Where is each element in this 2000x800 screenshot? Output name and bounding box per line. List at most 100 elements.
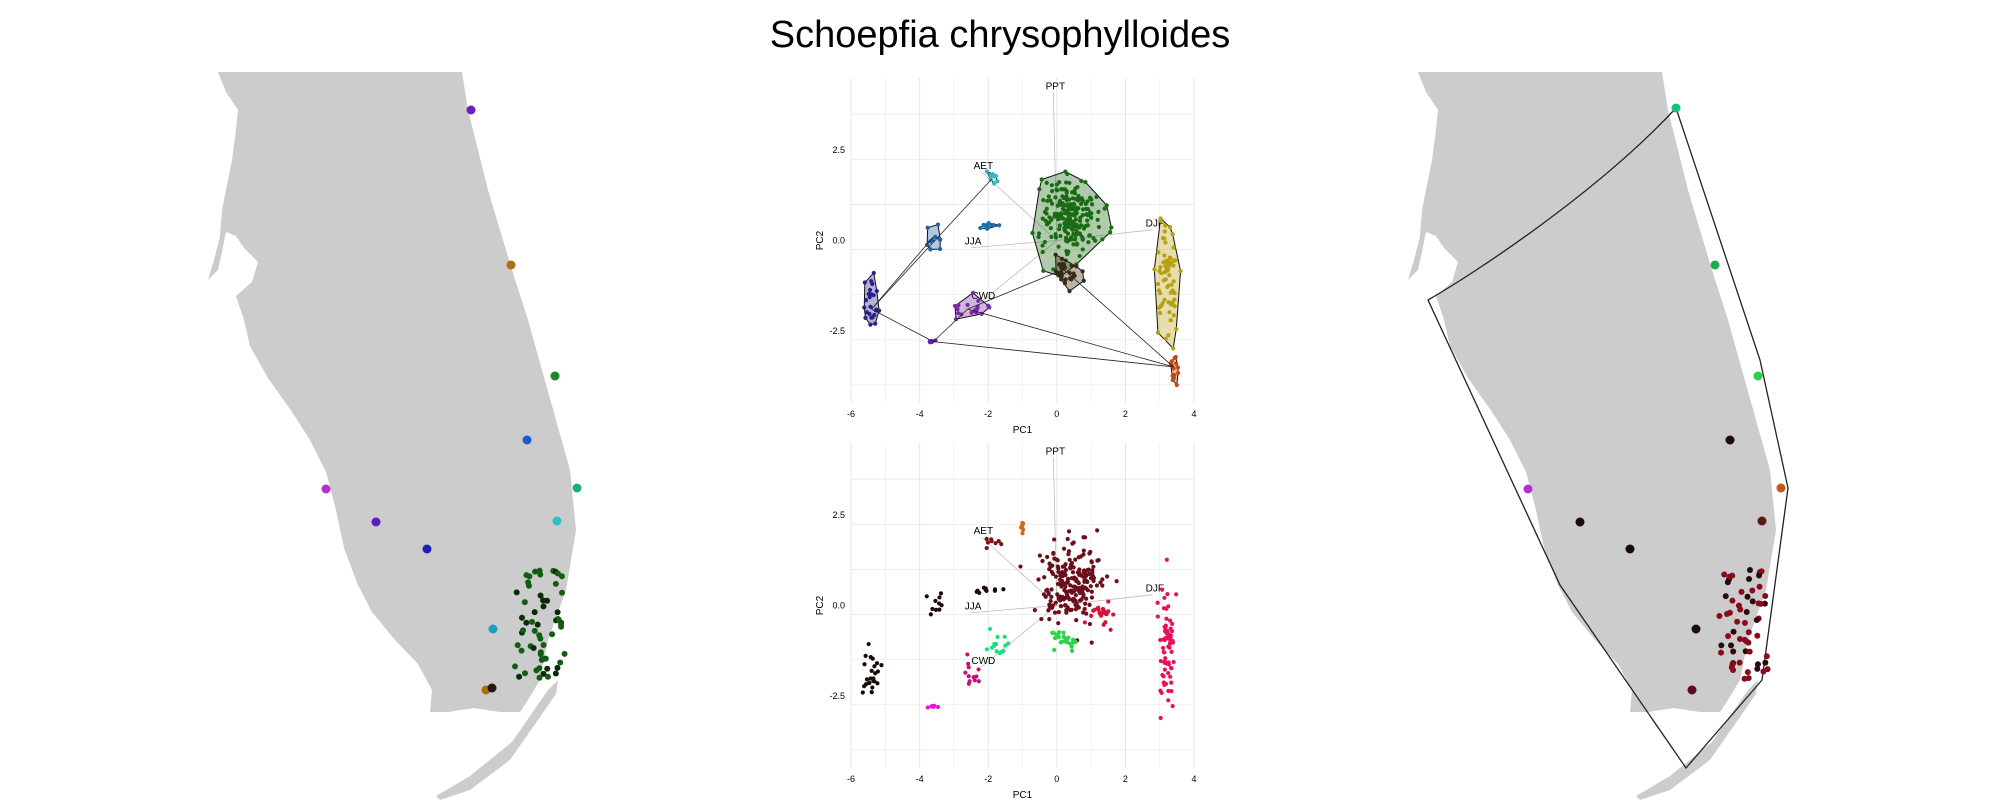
data-point xyxy=(1073,186,1078,191)
data-point xyxy=(1062,587,1067,593)
occurrence-point xyxy=(516,673,523,680)
x-tick-label: 0 xyxy=(1054,774,1059,784)
data-point xyxy=(1086,240,1091,245)
occurrence-point xyxy=(552,516,562,526)
data-point xyxy=(1018,564,1023,569)
data-point xyxy=(1164,616,1169,621)
data-point xyxy=(1163,656,1168,661)
data-point xyxy=(976,679,981,684)
data-point xyxy=(987,305,992,310)
data-point xyxy=(1169,689,1174,694)
data-point xyxy=(874,288,879,294)
data-point xyxy=(1100,583,1105,588)
data-point xyxy=(1085,218,1090,223)
occurrence-point xyxy=(1737,636,1744,643)
x-tick-label: -2 xyxy=(984,774,992,784)
data-point xyxy=(1085,223,1090,228)
data-point xyxy=(1163,240,1168,245)
data-point xyxy=(1083,179,1088,185)
data-point xyxy=(1080,269,1085,274)
data-point xyxy=(1040,216,1045,221)
data-point xyxy=(1158,310,1163,316)
data-point xyxy=(1174,592,1179,597)
data-point xyxy=(867,311,872,317)
data-point xyxy=(873,321,878,326)
data-point xyxy=(1040,249,1045,255)
data-point xyxy=(1064,180,1069,185)
data-point xyxy=(1174,326,1179,332)
occurrence-point xyxy=(371,517,381,527)
data-point xyxy=(1048,198,1053,203)
occurrence-point xyxy=(1722,593,1729,600)
data-point xyxy=(992,641,997,647)
data-point xyxy=(1163,277,1168,282)
y-tick-label: 2.5 xyxy=(832,145,845,155)
data-point xyxy=(1064,607,1069,613)
data-point xyxy=(1086,567,1091,572)
data-point xyxy=(1097,610,1102,615)
data-point xyxy=(1089,202,1095,207)
data-point xyxy=(1167,224,1173,230)
occurrence-point xyxy=(536,665,543,672)
data-point xyxy=(967,679,972,684)
data-point xyxy=(863,682,869,687)
data-point xyxy=(1169,649,1174,654)
data-point xyxy=(1058,604,1064,609)
occurrence-point xyxy=(532,568,539,575)
cluster-link xyxy=(933,308,968,342)
data-point xyxy=(863,315,868,320)
x-tick-label: 2 xyxy=(1123,409,1128,419)
data-point xyxy=(1102,206,1107,211)
data-point xyxy=(1053,195,1058,200)
occurrence-point xyxy=(540,597,547,604)
data-point xyxy=(1165,631,1170,636)
data-point xyxy=(1056,566,1061,571)
data-point xyxy=(1047,617,1052,622)
data-point xyxy=(1049,183,1054,188)
data-point xyxy=(1178,268,1183,274)
data-point xyxy=(1049,201,1055,206)
cluster-link xyxy=(871,308,934,342)
data-point xyxy=(1096,224,1102,230)
data-point xyxy=(939,603,944,608)
loading-label: AET xyxy=(974,161,993,172)
occurrence-point xyxy=(321,484,331,494)
data-point xyxy=(1083,586,1089,591)
data-point xyxy=(1077,218,1083,223)
occurrence-point xyxy=(1749,598,1756,605)
data-point xyxy=(925,225,930,230)
data-point xyxy=(1168,626,1173,631)
data-point xyxy=(966,661,971,666)
data-point xyxy=(1161,649,1166,655)
data-point xyxy=(1074,618,1079,623)
data-point xyxy=(1087,602,1092,607)
data-point xyxy=(1054,557,1059,562)
data-point xyxy=(1089,215,1094,220)
data-point xyxy=(1169,359,1174,364)
data-point xyxy=(1091,578,1096,584)
data-point xyxy=(1089,589,1094,594)
data-point xyxy=(1059,277,1064,282)
data-point xyxy=(1175,370,1181,376)
grid xyxy=(850,443,1195,768)
data-point xyxy=(955,307,960,312)
data-point xyxy=(1166,283,1171,288)
occurrence-point xyxy=(536,632,543,639)
data-point xyxy=(1172,290,1177,296)
data-point xyxy=(1096,607,1101,612)
data-point xyxy=(1080,247,1085,252)
data-point xyxy=(956,311,961,316)
occurrence-point xyxy=(488,624,498,634)
data-point xyxy=(1039,616,1044,622)
data-point xyxy=(1071,201,1076,206)
occurrence-point xyxy=(1728,642,1735,649)
data-point xyxy=(995,634,1000,640)
data-point xyxy=(1102,609,1107,614)
data-point xyxy=(1083,535,1088,540)
occurrence-point xyxy=(1746,567,1753,574)
x-tick-label: -2 xyxy=(984,409,992,419)
data-point xyxy=(871,293,876,298)
data-point xyxy=(1001,587,1006,592)
data-point xyxy=(1078,201,1084,207)
data-point xyxy=(1020,520,1025,526)
